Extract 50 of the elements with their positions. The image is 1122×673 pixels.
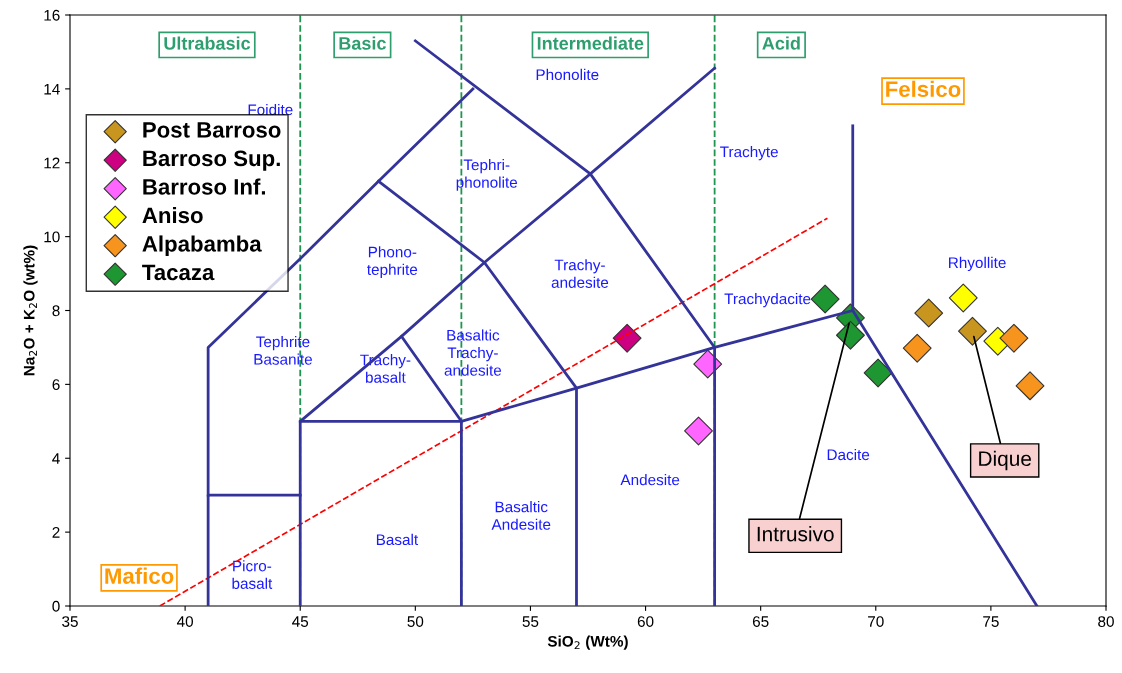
annotation: Trachydacite [724,293,811,308]
y-tick-label: 14 [44,83,60,95]
y-tick-label: 16 [44,9,60,21]
y-tick-label: 4 [52,453,60,464]
annotation: Intrusivo [757,526,834,542]
x-tick-label: 80 [1098,616,1114,627]
annotation: Dacite [827,448,870,461]
annotation: Basic [339,36,386,50]
annotation: Trachy- andesite [551,259,609,288]
annotation: Mafico [105,567,174,584]
annotation: Trachyte [720,146,778,161]
y-tick-label: 8 [52,305,60,317]
annotation: Basaltic Andesite [491,501,551,530]
annotation: Phonolite [536,68,599,81]
annotation: Basaltic Trachy- andesite [444,329,502,376]
y-tick-label: 12 [44,157,60,169]
legend-label: Post Barroso [143,122,281,138]
y-tick-label: 2 [52,526,60,538]
x-tick-label: 75 [983,616,999,627]
x-axis-title: SiO$_{2}$ (Wt%) [547,635,628,650]
legend-label: Barroso Inf. [143,178,266,195]
x-tick-label: 65 [752,616,769,627]
annotation: Rhyollite [949,256,1006,272]
x-tick-label: 50 [407,616,424,627]
x-tick-label: 35 [62,616,78,627]
annotation: Ultrabasic [164,36,251,50]
y-tick-label: 10 [44,231,60,243]
y-tick-label: 0 [52,600,60,612]
x-tick-label: 55 [522,616,539,627]
annotation: Tephri- phonolite [456,159,518,191]
annotation: Picro- basalt [232,560,273,589]
x-tick-label: 60 [637,616,654,627]
x-tick-label: 70 [868,616,884,627]
annotation: Tephrite Basanite [254,335,313,365]
annotation: Foidite [248,103,293,116]
y-axis-title: Na$_{2}$O + K$_{2}$O (wt%) [23,245,38,376]
legend-label: Barroso Sup. [143,150,280,171]
x-tick-label: 45 [292,616,309,627]
y-tick-label: 6 [52,379,60,391]
annotation: Felsico [886,80,961,98]
x-tick-label: 40 [176,616,194,627]
legend-label: Alpabamba [142,235,262,257]
annotation: Dique [979,450,1031,471]
legend-label: Tacaza [142,264,215,281]
annotation: Andesite [620,474,680,486]
annotation: Intermediate [537,36,644,50]
annotation: Basalt [376,533,419,546]
legend-label: Aniso [142,206,203,224]
annotation: Acid [762,36,800,50]
annotation: Phono- tephrite [367,246,418,279]
